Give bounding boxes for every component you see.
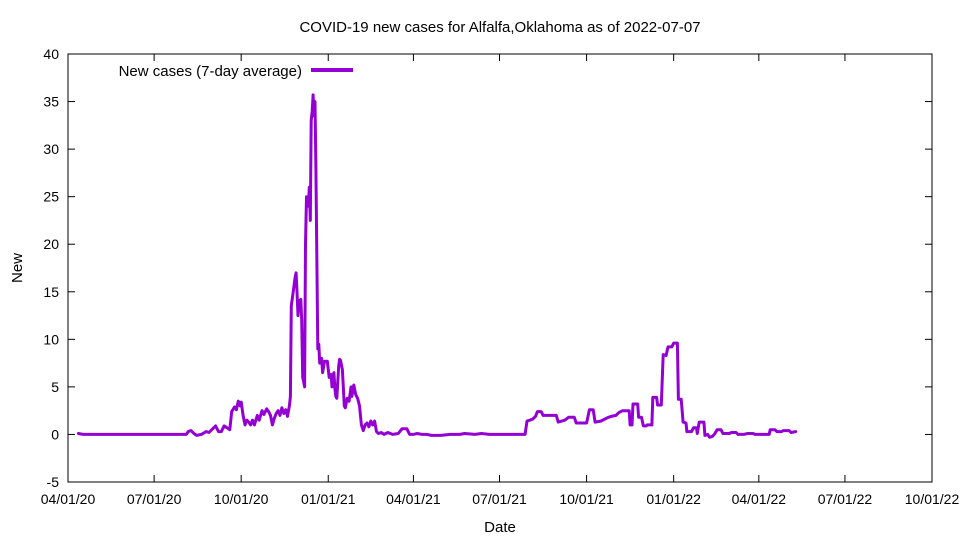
x-tick-label-8: 04/01/22 [732, 491, 787, 507]
y-tick-label-2: 5 [51, 379, 59, 395]
x-axis-title: Date [484, 519, 516, 536]
series-line-new-cases [76, 93, 798, 439]
legend: New cases (7-day average) [119, 63, 353, 80]
x-tick-label-7: 01/01/22 [646, 491, 701, 507]
y-tick-label-0: -5 [47, 474, 60, 490]
x-tick-label-10: 10/01/22 [905, 491, 960, 507]
x-axis: 04/01/20 07/01/20 10/01/20 01/01/21 04/01/21… [41, 54, 960, 507]
y-tick-label-8: 35 [43, 94, 59, 110]
y-tick-label-9: 40 [43, 46, 59, 62]
y-tick-label-7: 30 [43, 141, 59, 157]
y-tick-label-6: 25 [43, 189, 59, 205]
x-tick-label-6: 10/01/21 [559, 491, 614, 507]
x-tick-label-5: 07/01/21 [472, 491, 527, 507]
legend-label: New cases (7-day average) [119, 63, 302, 80]
x-tick-label-2: 10/01/20 [214, 491, 269, 507]
x-tick-label-3: 01/01/21 [301, 491, 356, 507]
y-tick-label-5: 20 [43, 236, 59, 252]
y-tick-label-3: 10 [43, 331, 59, 347]
x-tick-label-1: 07/01/20 [127, 491, 182, 507]
y-tick-label-4: 15 [43, 284, 59, 300]
y-tick-label-1: 0 [51, 426, 59, 442]
chart-title: COVID-19 new cases for Alfalfa,Oklahoma … [299, 19, 700, 36]
x-tick-label-0: 04/01/20 [41, 491, 96, 507]
y-axis-title: New [9, 253, 26, 283]
x-tick-label-4: 04/01/21 [386, 491, 441, 507]
y-axis: -5 0 5 10 15 20 25 30 35 40 [43, 46, 932, 490]
x-tick-label-9: 07/01/22 [818, 491, 873, 507]
